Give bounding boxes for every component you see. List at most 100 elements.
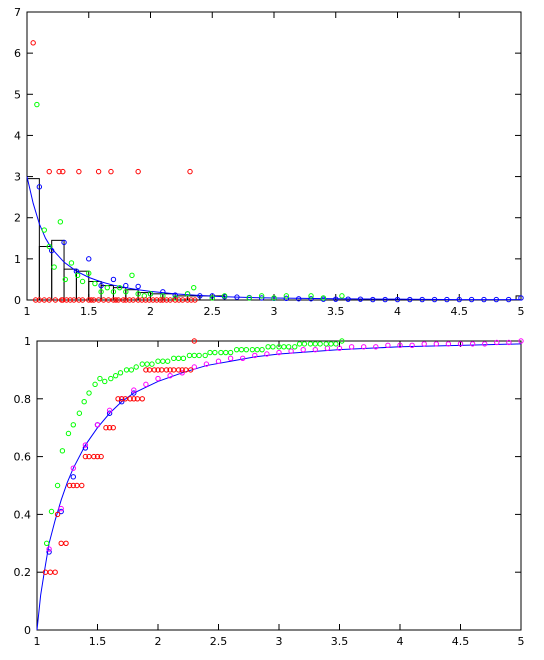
data-point bbox=[51, 264, 57, 270]
data-point bbox=[70, 482, 77, 489]
data-point bbox=[119, 396, 125, 402]
data-point bbox=[240, 355, 246, 362]
data-point bbox=[259, 346, 265, 353]
data-point bbox=[276, 349, 282, 356]
data-point bbox=[67, 297, 73, 303]
data-point bbox=[150, 297, 156, 303]
data-point bbox=[197, 293, 203, 299]
data-point bbox=[34, 101, 40, 108]
data-point bbox=[246, 295, 253, 301]
data-point bbox=[249, 346, 256, 353]
data-point bbox=[106, 407, 113, 414]
data-point bbox=[265, 344, 271, 350]
data-point bbox=[123, 289, 129, 295]
data-point bbox=[227, 355, 234, 362]
data-point bbox=[65, 430, 72, 437]
data-point bbox=[191, 364, 198, 370]
data-point bbox=[203, 361, 210, 367]
data-point bbox=[270, 344, 276, 350]
data-point bbox=[68, 260, 75, 266]
data-point bbox=[482, 341, 488, 347]
data-point bbox=[92, 381, 98, 388]
data-point bbox=[104, 284, 110, 291]
data-point bbox=[160, 297, 166, 303]
data-point bbox=[52, 297, 59, 303]
x-tick-label: 3 bbox=[271, 305, 278, 318]
data-point bbox=[191, 284, 197, 291]
data-point bbox=[135, 291, 141, 297]
data-point bbox=[167, 367, 173, 373]
data-point bbox=[184, 297, 191, 303]
data-point bbox=[419, 296, 425, 303]
data-point bbox=[120, 297, 127, 303]
data-point bbox=[133, 364, 139, 370]
data-point bbox=[47, 569, 54, 575]
data-point bbox=[505, 296, 512, 303]
data-point bbox=[88, 297, 94, 303]
data-point bbox=[139, 396, 145, 402]
data-point bbox=[209, 295, 215, 301]
data-point bbox=[221, 293, 228, 299]
data-point bbox=[175, 367, 182, 373]
data-point bbox=[163, 367, 170, 373]
data-point bbox=[385, 342, 391, 349]
y-tick-label: 6 bbox=[14, 47, 21, 60]
data-point bbox=[167, 297, 173, 303]
y-tick-label: 1 bbox=[24, 335, 31, 348]
data-point bbox=[223, 349, 229, 356]
data-point bbox=[336, 345, 343, 351]
data-point bbox=[128, 367, 135, 373]
y-tick-label: 0 bbox=[14, 294, 21, 307]
data-point bbox=[43, 540, 50, 546]
data-point bbox=[144, 361, 150, 367]
data-point bbox=[153, 297, 160, 303]
data-point bbox=[339, 293, 345, 299]
data-point bbox=[94, 422, 101, 428]
x-tick-label: 2.5 bbox=[204, 305, 222, 318]
data-point bbox=[176, 297, 182, 303]
x-tick-label: 1.5 bbox=[80, 305, 98, 318]
data-point bbox=[445, 341, 452, 347]
y-tick-label: 3 bbox=[14, 171, 21, 184]
data-point bbox=[238, 346, 245, 353]
plot-frame bbox=[36, 340, 522, 631]
bottom-chart-cumulative: 1 1.5 2 2.5 3 3.5 4 4.5 5 0 0.2 0.4 0.6 0.8 1 bbox=[14, 335, 525, 648]
data-point bbox=[63, 540, 69, 546]
data-point bbox=[105, 297, 112, 303]
data-point bbox=[98, 453, 104, 460]
data-point bbox=[163, 297, 170, 303]
x-tick-label: 4.5 bbox=[452, 635, 470, 648]
data-point bbox=[79, 297, 86, 303]
data-point bbox=[301, 341, 308, 347]
data-point bbox=[444, 296, 450, 303]
data-point bbox=[66, 482, 73, 489]
data-point bbox=[146, 297, 152, 303]
data-point bbox=[187, 367, 194, 373]
data-point bbox=[481, 296, 487, 303]
fitted-curve-line bbox=[26, 176, 521, 301]
x-tick-label: 1 bbox=[24, 305, 31, 318]
data-point bbox=[119, 398, 125, 405]
data-point bbox=[186, 352, 193, 359]
x-tick-label: 4.5 bbox=[451, 305, 469, 318]
y-tick-label: 0.2 bbox=[14, 566, 32, 579]
data-point bbox=[30, 40, 36, 46]
data-point bbox=[328, 341, 334, 347]
data-point bbox=[74, 272, 81, 279]
data-point bbox=[139, 297, 145, 303]
data-point bbox=[320, 295, 327, 301]
data-point bbox=[433, 341, 439, 347]
data-point bbox=[394, 296, 401, 303]
y-tick-label: 2 bbox=[14, 212, 21, 225]
y-tick-label: 0.8 bbox=[14, 393, 32, 406]
data-point bbox=[506, 339, 512, 346]
x-tick-label: 4 bbox=[394, 305, 401, 318]
histogram-bar bbox=[26, 178, 40, 301]
data-point bbox=[60, 297, 66, 303]
data-point bbox=[108, 375, 114, 382]
data-point bbox=[32, 297, 39, 303]
data-point bbox=[227, 349, 234, 356]
plot-frame bbox=[26, 11, 522, 301]
y-tick-label: 7 bbox=[14, 6, 21, 19]
data-point bbox=[300, 346, 306, 353]
